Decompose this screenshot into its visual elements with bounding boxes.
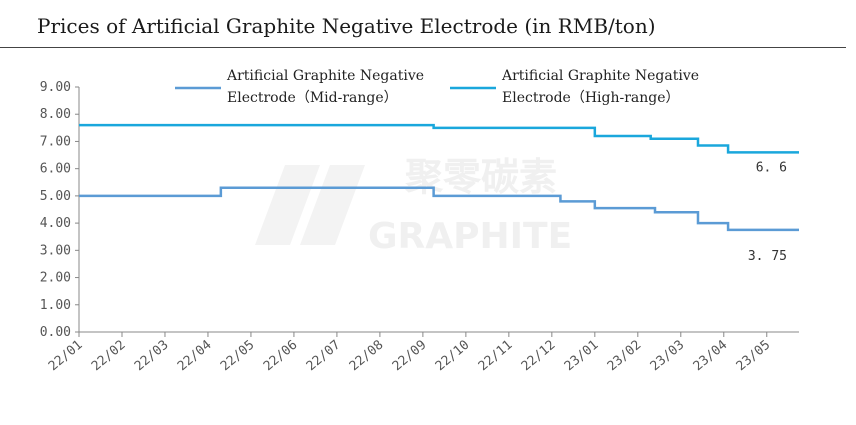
x-tick-label: 22/05 <box>218 338 258 375</box>
watermark-logo: 聚零碳素 GRAPHITE <box>255 155 572 257</box>
x-tick-label: 23/01 <box>562 338 602 375</box>
x-tick-label: 22/04 <box>175 337 215 374</box>
x-tick-label: 22/01 <box>46 338 86 375</box>
x-tick-label: 22/12 <box>519 338 559 375</box>
end-value-label-0: 3. 75 <box>748 249 787 264</box>
x-tick-label: 22/06 <box>261 338 301 375</box>
x-tick-label: 22/08 <box>347 338 387 375</box>
y-tick-label: 1.00 <box>40 298 71 313</box>
end-value-label-1: 6. 6 <box>756 160 787 175</box>
data-labels: 3. 75 6. 6 <box>748 160 787 264</box>
x-tick-label: 22/02 <box>89 338 129 375</box>
x-tick-label: 22/11 <box>476 338 516 375</box>
watermark-shape <box>255 165 320 245</box>
series-lines <box>79 123 799 232</box>
chart-title: Prices of Artificial Graphite Negative E… <box>37 14 656 38</box>
y-tick-label: 6.00 <box>40 162 71 177</box>
y-tick-label: 2.00 <box>40 271 71 286</box>
legend-label-1-line1: Artificial Graphite Negative <box>501 68 699 84</box>
x-tick-label: 23/05 <box>734 338 774 375</box>
x-tick-label: 22/03 <box>132 338 172 375</box>
watermark-shape-2 <box>300 165 365 245</box>
x-tick-label: 22/10 <box>433 338 473 375</box>
legend-label-0-line1: Artificial Graphite Negative <box>226 68 424 84</box>
y-tick-label: 9.00 <box>40 80 71 95</box>
watermark-en-text: GRAPHITE <box>368 216 572 257</box>
y-tick-label: 8.00 <box>40 107 71 122</box>
y-tick-label: 4.00 <box>40 216 71 231</box>
legend-label-0-line2: Electrode（Mid-range） <box>227 90 398 106</box>
series-line-0 <box>79 186 799 232</box>
legend-label-1-line2: Electrode（High-range） <box>502 90 680 106</box>
y-tick-label: 0.00 <box>40 325 71 340</box>
y-tick-label: 7.00 <box>40 134 71 149</box>
x-tick-label: 23/03 <box>648 338 688 375</box>
y-tick-label: 3.00 <box>40 243 71 258</box>
title-divider <box>0 47 846 48</box>
x-tick-label: 22/07 <box>304 338 344 375</box>
x-tick-label: 23/02 <box>605 338 645 375</box>
y-tick-label: 5.00 <box>40 189 71 204</box>
x-tick-label: 22/09 <box>390 338 430 375</box>
series-line-1 <box>79 123 799 154</box>
legend: Artificial Graphite Negative Electrode（Mi… <box>175 68 699 106</box>
x-tick-label: 23/04 <box>691 337 731 374</box>
watermark-cn-text: 聚零碳素 <box>404 155 557 199</box>
